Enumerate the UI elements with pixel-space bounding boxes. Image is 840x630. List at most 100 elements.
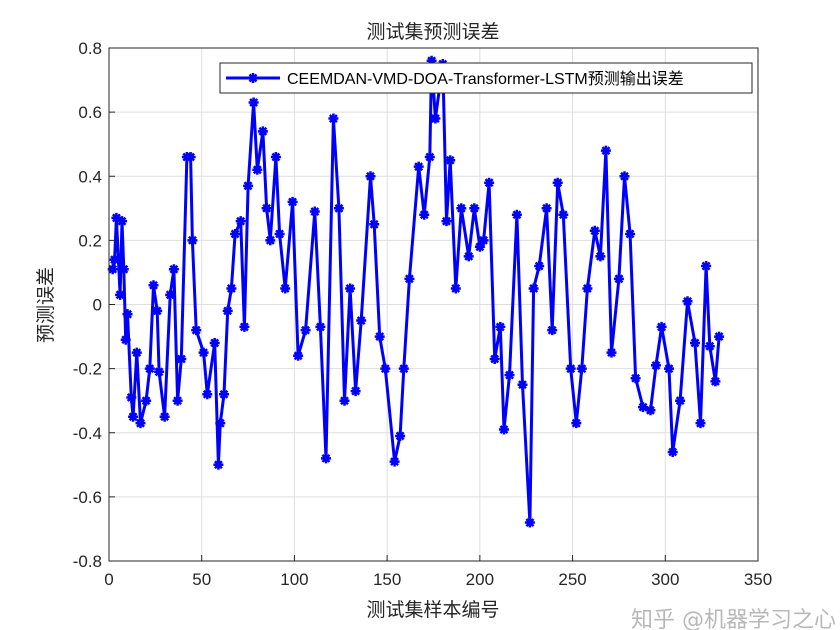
data-point-marker [595, 251, 606, 262]
data-point-marker [215, 418, 226, 429]
y-tick-label: 0.8 [78, 39, 102, 58]
data-point-marker [198, 347, 209, 358]
data-point-marker [489, 354, 500, 364]
data-point-marker [499, 424, 509, 435]
data-point-marker [219, 389, 229, 400]
data-point-marker [176, 354, 187, 364]
data-point-marker [534, 261, 545, 271]
data-point-marker [547, 325, 558, 336]
data-point-marker [118, 264, 129, 275]
x-axis-label: 测试集样本编号 [366, 599, 499, 621]
data-point-marker [445, 155, 456, 166]
y-tick-label: 0 [93, 296, 102, 315]
data-point-marker [265, 235, 276, 246]
data-point-marker [339, 395, 350, 406]
data-point-marker [463, 251, 474, 262]
data-point-marker [235, 216, 246, 227]
data-point-marker [152, 305, 163, 316]
data-point-marker [309, 206, 320, 217]
data-point-marker [172, 395, 183, 406]
data-point-marker [120, 334, 131, 345]
data-point-marker [126, 392, 137, 403]
data-point-marker [456, 203, 467, 214]
x-tick-label: 100 [280, 570, 308, 589]
data-point-marker [257, 126, 268, 137]
data-point-marker [185, 152, 196, 162]
data-point-marker [287, 196, 298, 207]
chart-title: 测试集预测误差 [366, 21, 499, 43]
data-point-marker [230, 229, 241, 239]
data-point-marker [369, 219, 380, 230]
y-tick-label: 0.4 [78, 167, 102, 186]
data-point-marker [682, 296, 693, 307]
data-point-marker [374, 331, 385, 342]
y-tick-label: 0.2 [78, 231, 102, 250]
series-line [111, 59, 721, 524]
data-point-marker [154, 366, 165, 377]
data-point-marker [380, 363, 391, 374]
x-tick-label: 350 [744, 570, 772, 589]
x-tick-label: 150 [373, 570, 401, 589]
data-point-marker [107, 264, 118, 275]
data-point-marker [122, 309, 133, 320]
data-point-marker [630, 373, 641, 384]
y-tick-label: -0.4 [73, 424, 102, 443]
data-point-marker [159, 411, 170, 422]
data-point-marker [280, 283, 291, 294]
data-point-marker [450, 283, 461, 294]
data-point-marker [710, 376, 721, 387]
data-point-marker [424, 152, 435, 162]
data-point-marker [517, 379, 528, 390]
data-point-marker [350, 386, 361, 397]
data-point-marker [664, 363, 674, 374]
data-point-marker [625, 229, 636, 239]
data-point-marker [131, 347, 142, 358]
data-point-marker [109, 254, 120, 265]
data-point-marker [582, 283, 593, 294]
data-point-marker [187, 235, 198, 246]
data-point-marker [426, 55, 437, 66]
data-point-marker [274, 229, 285, 239]
data-point-marker [243, 180, 254, 191]
data-point-marker [144, 363, 155, 374]
data-point-marker [441, 216, 452, 227]
data-point-marker [300, 325, 311, 336]
watermark: 知乎 @机器学习之心 [631, 608, 836, 630]
data-point-marker [484, 177, 495, 188]
data-point-marker [389, 456, 400, 467]
x-tick-label: 250 [558, 570, 586, 589]
data-point-marker [419, 209, 430, 220]
data-point-marker [395, 431, 406, 441]
y-axis-label: 预测误差 [35, 267, 57, 343]
data-point-marker [645, 405, 656, 416]
data-point-marker [576, 363, 587, 374]
data-point-marker [248, 97, 259, 108]
x-tick-label: 50 [192, 570, 211, 589]
data-point-marker [168, 264, 179, 275]
data-point-marker [321, 453, 331, 464]
data-point-marker [524, 517, 535, 528]
data-point-marker [239, 321, 250, 332]
data-point-marker [148, 280, 159, 291]
legend-marker-icon [248, 73, 258, 83]
data-point-marker [600, 145, 611, 156]
data-point-marker [328, 113, 339, 124]
x-tick-label: 0 [104, 570, 113, 589]
data-point-marker [141, 395, 152, 406]
data-point-marker [504, 370, 515, 380]
data-point-marker [413, 161, 424, 172]
data-point-marker [558, 209, 569, 220]
data-point-marker [209, 338, 220, 348]
data-point-marker [695, 418, 706, 429]
data-point-marker [704, 341, 715, 352]
data-point-marker [115, 289, 126, 300]
data-point-marker [541, 203, 552, 214]
data-point-marker [606, 347, 617, 358]
data-point-marker [356, 315, 367, 326]
tick-layer: 0 50 100 150 200 250 300 350 -0.8 -0.6 -0.4 -0.2 0 0.… [73, 39, 772, 589]
data-point-marker [714, 331, 725, 342]
data-point-marker [511, 209, 522, 220]
data-point-marker [404, 273, 415, 284]
data-point-marker [398, 363, 409, 374]
